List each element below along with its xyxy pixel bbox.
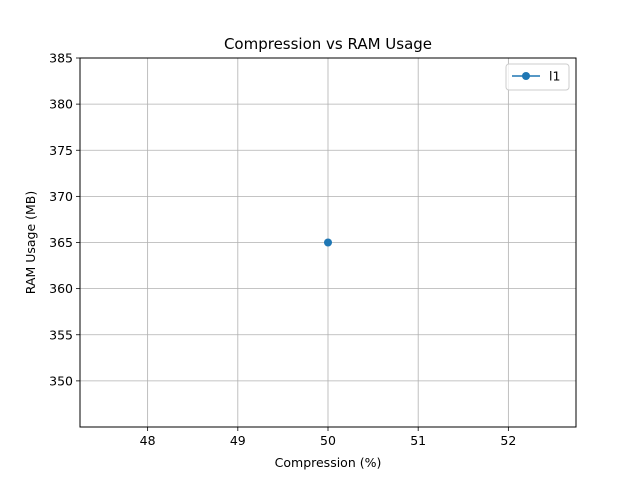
x-tick-label: 51 <box>410 433 426 448</box>
chart-title: Compression vs RAM Usage <box>224 35 432 53</box>
x-axis-ticks: 48 49 50 51 52 <box>140 427 516 448</box>
y-tick-label: 355 <box>49 327 73 342</box>
x-axis-label: Compression (%) <box>275 455 382 470</box>
series-layer <box>324 238 332 247</box>
legend-marker-swatch <box>522 72 530 80</box>
x-tick-label: 50 <box>320 433 336 448</box>
x-tick-label: 52 <box>500 433 516 448</box>
y-axis-label: RAM Usage (MB) <box>23 191 38 295</box>
y-tick-label: 350 <box>49 373 73 388</box>
y-axis-ticks: 350 355 360 365 370 375 380 385 <box>49 51 80 388</box>
data-point <box>324 238 332 247</box>
x-tick-label: 49 <box>230 433 246 448</box>
y-tick-label: 370 <box>49 189 73 204</box>
legend-label: l1 <box>549 69 560 84</box>
y-tick-label: 365 <box>49 235 73 250</box>
y-tick-label: 375 <box>49 143 73 158</box>
legend: l1 <box>505 63 570 91</box>
y-tick-label: 360 <box>49 281 73 296</box>
y-tick-label: 380 <box>49 97 73 112</box>
x-tick-label: 48 <box>140 433 156 448</box>
y-tick-label: 385 <box>49 51 73 66</box>
legend-box <box>505 63 570 91</box>
